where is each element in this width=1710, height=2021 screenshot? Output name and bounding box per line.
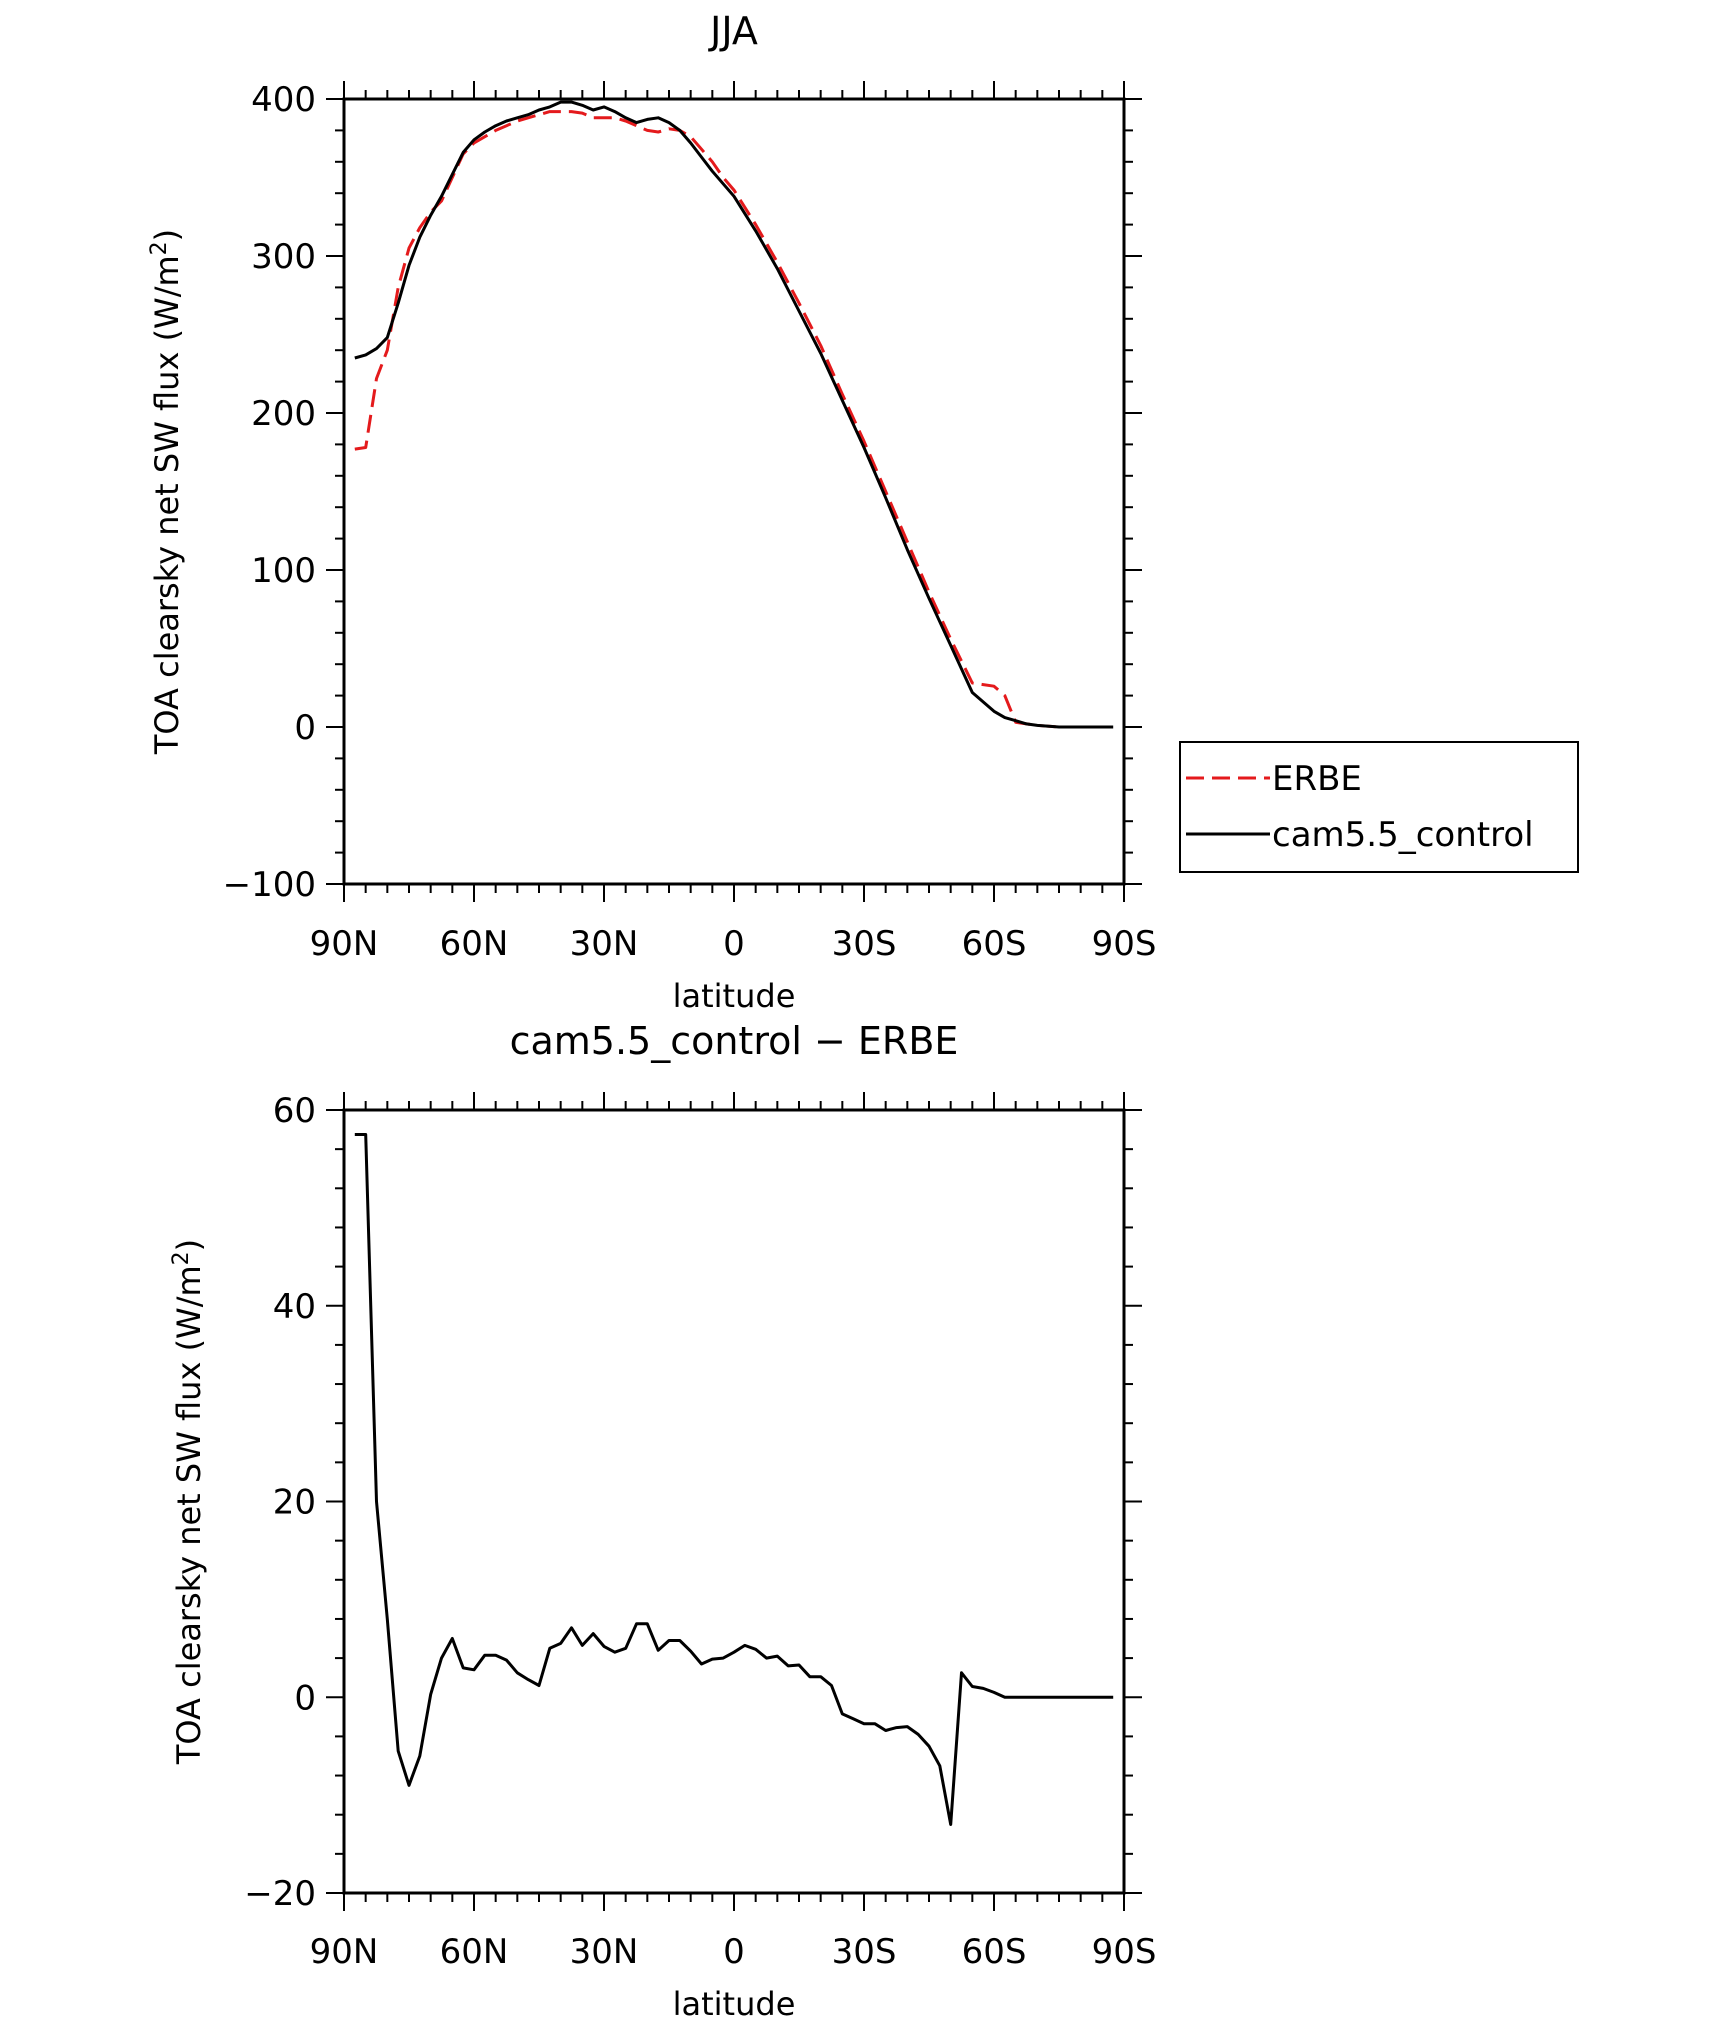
x-tick-label: 0 — [723, 924, 745, 964]
x-tick-label: 60N — [440, 1932, 509, 1972]
legend-label: ERBE — [1272, 759, 1362, 799]
x-tick-label: 60N — [440, 924, 509, 964]
x-tick-label: 90N — [310, 924, 379, 964]
x-tick-label: 90N — [310, 1932, 379, 1972]
legend: ERBE cam5.5_control — [1179, 741, 1579, 873]
plot-frame — [342, 1108, 1126, 1895]
y-tick-label: 60 — [273, 1091, 316, 1131]
y-tick-label: 40 — [273, 1287, 316, 1327]
y-tick-label: 100 — [251, 551, 316, 591]
x-tick-label: 90S — [1092, 924, 1157, 964]
y-axis-label: TOA clearsky net SW flux (W/m2) — [169, 1239, 208, 1765]
y-tick-label: 20 — [273, 1483, 316, 1523]
x-axis-label: latitude — [673, 977, 796, 1015]
y-tick-label: 0 — [294, 1678, 316, 1718]
bottom-panel-difference: cam5.5_control − ERBE 90N 60N 30N 0 30S 60S 90S… — [169, 1019, 1156, 2021]
plot-frame — [342, 97, 1126, 886]
top-panel-jja: JJA 90N 60N 30N 0 30S 60S 90S −100 0 100 200 300 400 l… — [147, 9, 1579, 1015]
chart-title: cam5.5_control − ERBE — [510, 1019, 959, 1063]
y-tick-label: 300 — [251, 237, 316, 277]
x-axis-label: latitude — [673, 1985, 796, 2021]
y-axis-label: TOA clearsky net SW flux (W/m2) — [147, 229, 186, 755]
series-line-erbe — [354, 110, 1114, 729]
x-tick-label: 90S — [1092, 1932, 1157, 1972]
y-tick-label: −20 — [244, 1874, 316, 1914]
y-tick-label: 200 — [251, 394, 316, 434]
x-tick-label: 30N — [570, 1932, 639, 1972]
y-tick-label: 0 — [294, 708, 316, 748]
x-tick-label: 30S — [832, 1932, 897, 1972]
x-tick-label: 30S — [832, 924, 897, 964]
y-tick-label: 400 — [251, 80, 316, 120]
series-line-cam5-5-control — [354, 100, 1114, 729]
y-tick-label: −100 — [223, 865, 316, 905]
x-tick-label: 30N — [570, 924, 639, 964]
chart-title: JJA — [708, 9, 758, 53]
x-tick-label: 60S — [962, 924, 1027, 964]
x-tick-label: 60S — [962, 1932, 1027, 1972]
series-line-difference — [354, 1133, 1114, 1826]
x-tick-label: 0 — [723, 1932, 745, 1972]
legend-label: cam5.5_control — [1272, 815, 1534, 855]
legend-box — [1179, 741, 1579, 873]
